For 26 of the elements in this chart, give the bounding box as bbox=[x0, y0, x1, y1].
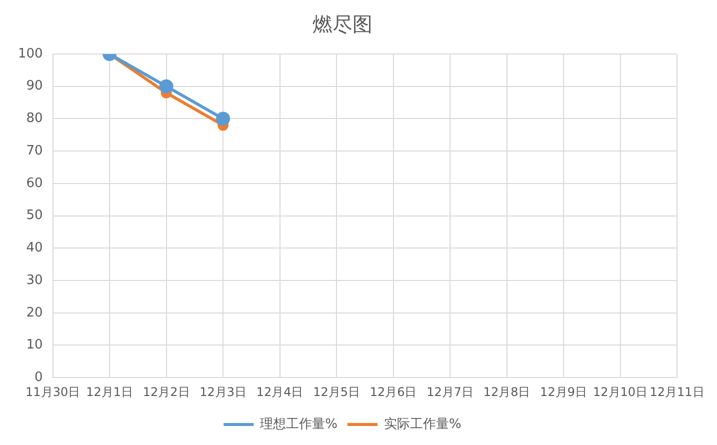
x-tick-label: 12月7日 bbox=[426, 384, 474, 399]
x-tick-label: 12月3日 bbox=[200, 384, 246, 399]
x-tick-label: 12月11日 bbox=[650, 384, 704, 399]
y-tick-label: 30 bbox=[26, 272, 43, 288]
x-tick-label: 12月2日 bbox=[142, 384, 190, 399]
x-tick-label: 12月10日 bbox=[592, 384, 648, 399]
y-tick-label: 50 bbox=[26, 208, 43, 224]
legend-label: 实际工作量% bbox=[384, 416, 462, 432]
x-tick-label: 11月30日 bbox=[26, 384, 80, 399]
chart-title: 燃尽图 bbox=[312, 12, 372, 36]
y-tick-label: 80 bbox=[26, 111, 43, 126]
x-tick-label: 12月9日 bbox=[540, 384, 587, 399]
legend-label: 理想工作量% bbox=[260, 416, 338, 432]
y-tick-label: 40 bbox=[26, 240, 43, 256]
y-tick-label: 100 bbox=[18, 46, 43, 62]
x-tick-label: 12月5日 bbox=[313, 384, 360, 399]
x-tick-label: 12月4日 bbox=[256, 384, 304, 399]
y-tick-label: 20 bbox=[26, 305, 43, 320]
y-tick-label: 90 bbox=[26, 78, 43, 94]
y-tick-label: 60 bbox=[26, 176, 43, 191]
x-tick-label: 12月8日 bbox=[483, 384, 530, 399]
y-tick-label: 0 bbox=[34, 370, 43, 385]
x-tick-label: 12月1日 bbox=[86, 384, 134, 399]
y-tick-label: 10 bbox=[26, 338, 43, 353]
y-tick-label: 70 bbox=[26, 143, 43, 158]
x-tick-label: 12月6日 bbox=[370, 384, 417, 399]
